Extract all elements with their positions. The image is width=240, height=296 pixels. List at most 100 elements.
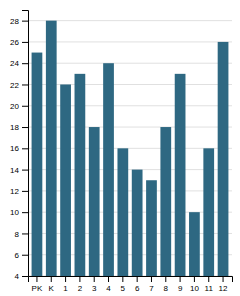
y-tick-mark bbox=[22, 276, 28, 277]
x-tick-mark bbox=[208, 276, 209, 282]
y-tick: 20 bbox=[10, 102, 28, 111]
x-tick: 7 bbox=[149, 276, 154, 293]
grid-line bbox=[28, 148, 232, 149]
x-tick: 8 bbox=[164, 276, 169, 293]
x-tick-label: 6 bbox=[135, 284, 140, 293]
grid-line bbox=[28, 63, 232, 64]
x-tick-label: K bbox=[49, 284, 55, 293]
y-tick: 28 bbox=[10, 17, 28, 26]
x-tick: 9 bbox=[178, 276, 183, 293]
y-tick-label: 20 bbox=[10, 102, 19, 111]
y-tick: 6 bbox=[15, 251, 28, 260]
x-tick-mark bbox=[151, 276, 152, 282]
x-tick: 11 bbox=[205, 276, 214, 293]
y-tick: 24 bbox=[10, 59, 28, 68]
x-tick: 6 bbox=[135, 276, 140, 293]
y-tick: 12 bbox=[10, 187, 28, 196]
x-tick: 12 bbox=[219, 276, 228, 293]
y-tick-label: 6 bbox=[15, 251, 20, 260]
y-tick-mark bbox=[22, 84, 28, 85]
x-tick: 3 bbox=[92, 276, 97, 293]
y-tick-mark bbox=[22, 148, 28, 149]
x-tick-label: 4 bbox=[106, 284, 111, 293]
x-tick: 5 bbox=[121, 276, 126, 293]
x-tick-mark bbox=[65, 276, 66, 282]
x-tick-label: 2 bbox=[78, 284, 83, 293]
chart: 46810121416182022242628PKK12345678910111… bbox=[0, 0, 240, 296]
y-tick: 10 bbox=[10, 208, 28, 217]
grid-line bbox=[28, 20, 232, 21]
x-tick-mark bbox=[51, 276, 52, 282]
bar bbox=[46, 21, 57, 276]
bar bbox=[189, 212, 200, 276]
x-tick-label: 7 bbox=[149, 284, 154, 293]
y-tick-mark bbox=[22, 42, 28, 43]
bar bbox=[146, 180, 157, 276]
x-tick: 2 bbox=[78, 276, 83, 293]
x-tick-mark bbox=[79, 276, 80, 282]
y-tick-mark bbox=[22, 63, 28, 64]
y-tick: 4 bbox=[15, 272, 28, 281]
y-tick-label: 18 bbox=[10, 123, 19, 132]
y-tick-label: 4 bbox=[15, 272, 20, 281]
y-axis-line bbox=[22, 11, 29, 277]
x-tick-label: 3 bbox=[92, 284, 97, 293]
y-tick-mark bbox=[22, 127, 28, 128]
y-tick: 8 bbox=[15, 230, 28, 239]
bar bbox=[103, 63, 114, 276]
y-tick-label: 26 bbox=[10, 38, 19, 47]
plot: 46810121416182022242628PKK12345678910111… bbox=[10, 11, 232, 296]
y-tick: 14 bbox=[10, 166, 28, 175]
bars bbox=[32, 21, 229, 276]
y-tick-mark bbox=[22, 21, 28, 22]
x-tick-mark bbox=[94, 276, 95, 282]
y-tick-label: 24 bbox=[10, 59, 19, 68]
bar bbox=[89, 127, 100, 276]
y-tick: 26 bbox=[10, 38, 28, 47]
x-tick-mark bbox=[122, 276, 123, 282]
x-tick: 4 bbox=[106, 276, 111, 293]
x-tick-mark bbox=[223, 276, 224, 282]
bar bbox=[160, 127, 171, 276]
grid-line bbox=[28, 190, 232, 191]
bar bbox=[203, 148, 214, 276]
x-tick-mark bbox=[194, 276, 195, 282]
x-tick-mark bbox=[180, 276, 181, 282]
x-tick: 10 bbox=[190, 276, 199, 293]
y-tick-mark bbox=[22, 170, 28, 171]
y-tick-mark bbox=[22, 212, 28, 213]
x-tick-label: PK bbox=[32, 284, 43, 293]
y-tick: 16 bbox=[10, 144, 28, 153]
y-tick-label: 16 bbox=[10, 144, 19, 153]
y-tick-mark bbox=[22, 255, 28, 256]
bar bbox=[175, 74, 186, 276]
y-tick-label: 12 bbox=[10, 187, 19, 196]
x-tick-label: 9 bbox=[178, 284, 183, 293]
x-tick-mark bbox=[108, 276, 109, 282]
y-tick-label: 8 bbox=[15, 230, 20, 239]
grid-line bbox=[28, 41, 232, 42]
grid-line bbox=[28, 84, 232, 85]
y-tick-label: 22 bbox=[10, 81, 19, 90]
x-tick-label: 11 bbox=[205, 284, 214, 293]
x-tick: PK bbox=[32, 276, 43, 293]
bar bbox=[60, 84, 71, 276]
bar bbox=[32, 53, 43, 276]
bar bbox=[117, 148, 128, 276]
bar bbox=[132, 170, 143, 276]
y-tick-label: 14 bbox=[10, 166, 19, 175]
grid-line bbox=[28, 212, 232, 213]
x-tick: 1 bbox=[63, 276, 68, 293]
x-tick: K bbox=[49, 276, 55, 293]
y-tick-mark bbox=[22, 233, 28, 234]
y-tick-mark bbox=[22, 191, 28, 192]
y-tick-label: 28 bbox=[10, 17, 19, 26]
y-tick: 22 bbox=[10, 81, 28, 90]
x-axis-line bbox=[29, 277, 233, 283]
x-tick-label: 5 bbox=[121, 284, 126, 293]
x-tick-mark bbox=[165, 276, 166, 282]
y-tick-label: 10 bbox=[10, 208, 19, 217]
x-tick-label: 12 bbox=[219, 284, 228, 293]
grid-line bbox=[28, 127, 232, 128]
y-axis: 4 6 8 10 12 14 16 18 20 22 24 26 28 bbox=[10, 11, 28, 282]
